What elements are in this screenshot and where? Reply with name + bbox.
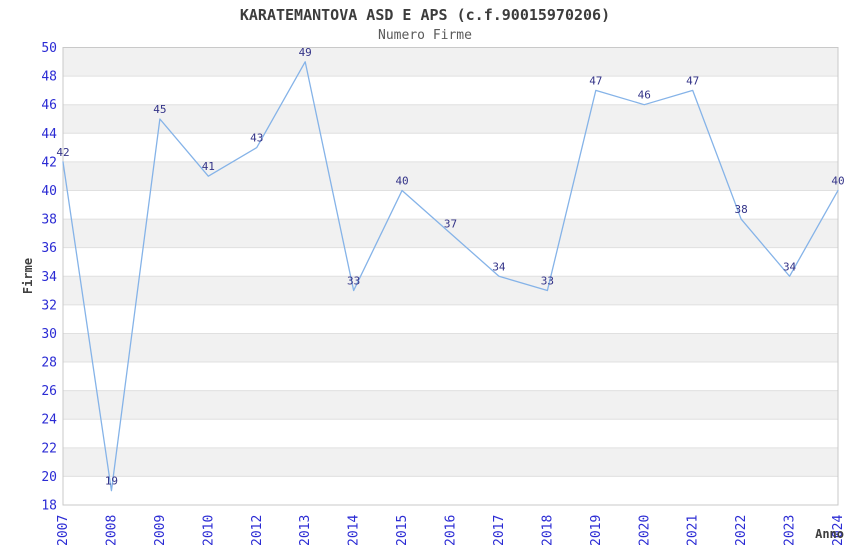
data-point-label: 33 [541, 275, 554, 288]
y-tick-label: 36 [41, 241, 57, 256]
plot-area-border [62, 47, 839, 506]
data-point-label: 42 [56, 146, 69, 159]
data-line [62, 61, 839, 492]
y-tick-label: 22 [41, 441, 57, 456]
chart-title: KARATEMANTOVA ASD E APS (c.f.90015970206… [239, 6, 611, 24]
y-tick-label: 48 [41, 70, 57, 85]
grid-band [63, 161, 838, 191]
x-tick-label: 2021 [686, 515, 701, 546]
y-tick-label: 20 [41, 470, 57, 485]
y-tick-label: 50 [41, 41, 57, 56]
data-point-label: 40 [831, 174, 844, 187]
grid-band [63, 47, 838, 77]
x-tick-label: 2009 [153, 515, 168, 546]
data-point-label: 46 [638, 89, 651, 102]
data-point-label: 34 [492, 260, 506, 273]
x-tick-label: 2007 [56, 515, 71, 546]
x-tick-label: 2010 [201, 515, 216, 546]
data-point-label: 43 [250, 132, 263, 145]
chart-subtitle: Numero Firme [378, 28, 472, 43]
grid-band [63, 276, 838, 305]
grid-band [63, 447, 838, 477]
x-tick-label: 2013 [298, 515, 313, 546]
x-tick-label: 2017 [492, 515, 507, 546]
data-point-label: 40 [395, 174, 408, 187]
data-point-label: 34 [783, 260, 797, 273]
x-tick-label: 2022 [734, 515, 749, 546]
x-axis-title: Anno [815, 527, 844, 541]
data-point-label: 49 [299, 46, 312, 59]
data-point-label: 38 [735, 203, 748, 216]
y-tick-label: 26 [41, 384, 57, 399]
y-tick-label: 18 [41, 499, 57, 514]
data-point-label: 37 [444, 217, 457, 230]
data-point-label: 33 [347, 275, 360, 288]
y-tick-label: 28 [41, 356, 57, 371]
y-tick-label: 44 [41, 127, 57, 142]
x-tick-label: 2018 [540, 515, 555, 546]
data-point-label: 47 [589, 74, 602, 87]
y-axis-title: Firme [21, 257, 35, 295]
grid-band [63, 390, 838, 420]
x-tick-label: 2012 [250, 515, 265, 546]
y-tick-label: 38 [41, 213, 57, 228]
x-tick-label: 2008 [104, 515, 119, 546]
grid-band [63, 333, 838, 363]
x-tick-label: 2020 [637, 515, 652, 546]
y-tick-label: 42 [41, 155, 57, 170]
x-tick-label: 2014 [347, 515, 362, 546]
x-tick-label: 2015 [395, 515, 410, 546]
y-tick-label: 46 [41, 98, 57, 113]
grid-band [63, 104, 838, 134]
data-point-label: 19 [105, 475, 118, 488]
y-tick-label: 30 [41, 327, 57, 342]
x-tick-label: 2023 [783, 515, 798, 546]
data-point-label: 45 [153, 103, 166, 116]
x-tick-label: 2016 [444, 515, 459, 546]
data-point-label: 41 [202, 160, 215, 173]
y-tick-label: 34 [41, 270, 57, 285]
y-tick-label: 32 [41, 298, 57, 313]
y-tick-label: 40 [41, 184, 57, 199]
y-tick-label: 24 [41, 413, 57, 428]
x-tick-label: 2019 [589, 515, 604, 546]
x-tick-label: 2024 [831, 515, 846, 546]
data-point-label: 47 [686, 74, 699, 87]
